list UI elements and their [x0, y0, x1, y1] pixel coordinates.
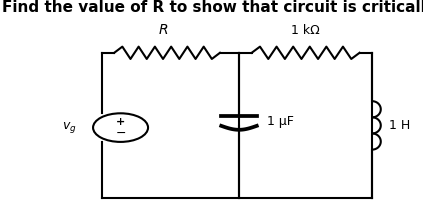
Text: 1 kΩ: 1 kΩ: [291, 24, 320, 37]
Text: $v_g$: $v_g$: [63, 120, 77, 135]
Text: $R$: $R$: [158, 23, 168, 37]
Text: −: −: [115, 126, 126, 139]
Text: 1 H: 1 H: [389, 119, 410, 132]
Text: +: +: [116, 117, 125, 127]
Text: 1 μF: 1 μF: [267, 114, 294, 128]
Text: Find the value of R to show that circuit is critically-damped: Find the value of R to show that circuit…: [2, 0, 423, 15]
